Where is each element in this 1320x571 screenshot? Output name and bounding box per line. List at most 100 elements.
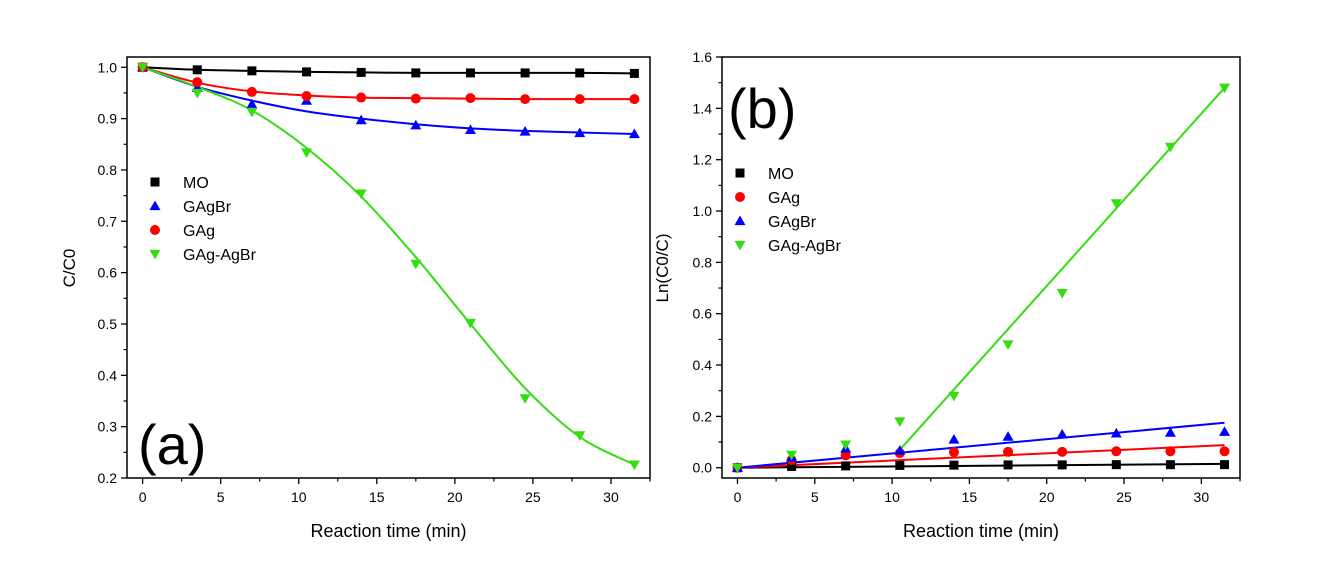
data-point-gag-agbr-a xyxy=(137,63,149,73)
y-tick-label-b: 1.2 xyxy=(693,152,713,168)
data-point-mo-a xyxy=(520,68,530,78)
data-point-gagbr-b xyxy=(1002,431,1014,441)
x-tick-label-b: 0 xyxy=(734,489,742,505)
data-point-gag-agbr-a xyxy=(410,259,422,270)
data-point-mo-a xyxy=(247,66,257,76)
data-point-mo-a xyxy=(411,68,421,78)
fit-line-mo-a xyxy=(142,66,635,75)
fit-line-mo-b xyxy=(737,462,1225,469)
x-axis-label-b: Reaction time (min) xyxy=(903,521,1059,541)
data-point-gag-b xyxy=(1165,446,1176,457)
data-point-gag-a xyxy=(465,93,476,104)
data-point-gag-agbr-b xyxy=(1164,142,1176,153)
x-tick-label-b: 10 xyxy=(884,489,900,505)
data-point-gag-a xyxy=(520,94,531,105)
data-point-gag-agbr-b xyxy=(1002,340,1014,351)
data-point-gag-a xyxy=(629,94,640,105)
x-tick-label-a: 5 xyxy=(217,489,225,505)
data-point-mo-a xyxy=(465,68,475,78)
x-tick-label-b: 20 xyxy=(1039,489,1055,505)
data-point-gagbr-b xyxy=(948,433,960,444)
data-point-gag-agbr-b xyxy=(1110,199,1122,209)
fit-line-gag-a xyxy=(142,66,635,101)
data-point-mo-b xyxy=(1057,460,1067,470)
data-point-gag-agbr-a xyxy=(628,460,640,471)
legend-label-gagbr-a: GAgBr xyxy=(183,199,232,216)
legend-marker-gagbr-b xyxy=(734,215,746,226)
legend-marker-gag-b xyxy=(735,192,745,202)
fit-line-gag-agbr-b xyxy=(899,87,1226,451)
legend-marker-gag-agbr-a xyxy=(149,249,161,260)
x-tick-label-b: 5 xyxy=(811,489,819,505)
data-point-gagbr-a xyxy=(246,98,258,109)
data-point-gag-agbr-a xyxy=(301,148,313,158)
data-point-gag-agbr-b xyxy=(1056,289,1068,299)
data-point-gag-a xyxy=(246,86,257,97)
y-tick-label-b: 0.0 xyxy=(693,460,713,476)
data-point-gagbr-a xyxy=(519,125,531,136)
data-point-gagbr-a xyxy=(410,119,422,130)
x-tick-label-a: 0 xyxy=(139,489,147,505)
data-point-mo-b xyxy=(1111,460,1121,470)
data-point-mo-b xyxy=(949,460,959,470)
data-point-gag-agbr-b xyxy=(840,440,852,451)
panel-label-b: (b) xyxy=(728,77,796,140)
data-point-gag-agbr-a xyxy=(355,189,367,200)
y-tick-label-a: 0.2 xyxy=(98,470,118,486)
data-point-gagbr-a xyxy=(355,114,367,125)
y-tick-label-a: 0.5 xyxy=(98,316,118,332)
y-tick-label-b: 1.6 xyxy=(693,49,713,65)
y-tick-label-a: 0.8 xyxy=(98,162,118,178)
legend-marker-gag-a xyxy=(150,225,160,235)
y-tick-label-b: 1.0 xyxy=(693,203,713,219)
legend-marker-mo-a xyxy=(150,177,160,187)
data-point-gag-b xyxy=(1003,446,1014,457)
data-point-gag-agbr-b xyxy=(948,391,960,402)
data-point-gag-agbr-a xyxy=(464,318,476,329)
data-point-mo-a xyxy=(356,67,366,77)
data-point-mo-b xyxy=(841,461,851,471)
data-point-gag-b xyxy=(1057,446,1068,457)
data-point-gagbr-b xyxy=(894,445,906,455)
x-tick-label-b: 15 xyxy=(962,489,978,505)
y-tick-label-a: 0.9 xyxy=(98,111,118,127)
data-point-gag-a xyxy=(356,92,367,103)
data-point-mo-a xyxy=(192,65,202,75)
x-tick-label-a: 30 xyxy=(603,489,619,505)
data-point-gag-b xyxy=(1111,446,1122,457)
y-axis-label-b: Ln(C0/C) xyxy=(653,234,672,303)
panel-b: 0 5 10 15 20 25 30 0.0 0.2 0.4 0.6 0.8 1.0 1.2 1.4 1.6 R… xyxy=(653,49,1241,541)
data-point-gagbr-b xyxy=(1164,427,1176,437)
y-tick-label-b: 0.4 xyxy=(693,357,713,373)
y-tick-label-b: 1.4 xyxy=(693,100,713,116)
y-tick-label-a: 0.7 xyxy=(98,213,118,229)
legend-label-gag-a: GAg xyxy=(183,223,215,240)
data-point-gag-a xyxy=(574,94,585,105)
panel-label-a: (a) xyxy=(138,413,206,476)
data-point-mo-a xyxy=(629,68,639,78)
fit-line-gag-agbr-a xyxy=(142,66,635,466)
data-point-gag-agbr-b xyxy=(786,450,798,461)
legend-label-mo-b: MO xyxy=(768,166,794,183)
data-point-gag-agbr-a xyxy=(574,431,586,441)
y-tick-label-a: 0.4 xyxy=(98,367,118,383)
x-tick-label-a: 10 xyxy=(291,489,307,505)
y-axis-label-a: C/C0 xyxy=(60,249,79,288)
x-tick-label-b: 25 xyxy=(1116,489,1132,505)
data-point-mo-a xyxy=(302,67,312,77)
data-point-gag-b xyxy=(948,447,959,458)
x-tick-label-a: 25 xyxy=(525,489,541,505)
data-point-gagbr-b xyxy=(1110,427,1122,438)
data-point-gagbr-b xyxy=(1219,426,1231,436)
y-tick-label-a: 0.6 xyxy=(98,265,118,281)
data-point-gag-a xyxy=(410,93,421,104)
y-tick-label-b: 0.2 xyxy=(693,408,713,424)
legend-marker-gag-agbr-b xyxy=(734,240,746,251)
legend-label-gag-agbr-b: GAg-AgBr xyxy=(768,238,842,255)
data-point-gag-agbr-b xyxy=(731,463,743,474)
data-point-mo-a xyxy=(575,68,585,78)
y-tick-label-b: 0.8 xyxy=(693,254,713,270)
data-point-mo-b xyxy=(1165,460,1175,470)
plot-frame-a xyxy=(126,56,651,479)
